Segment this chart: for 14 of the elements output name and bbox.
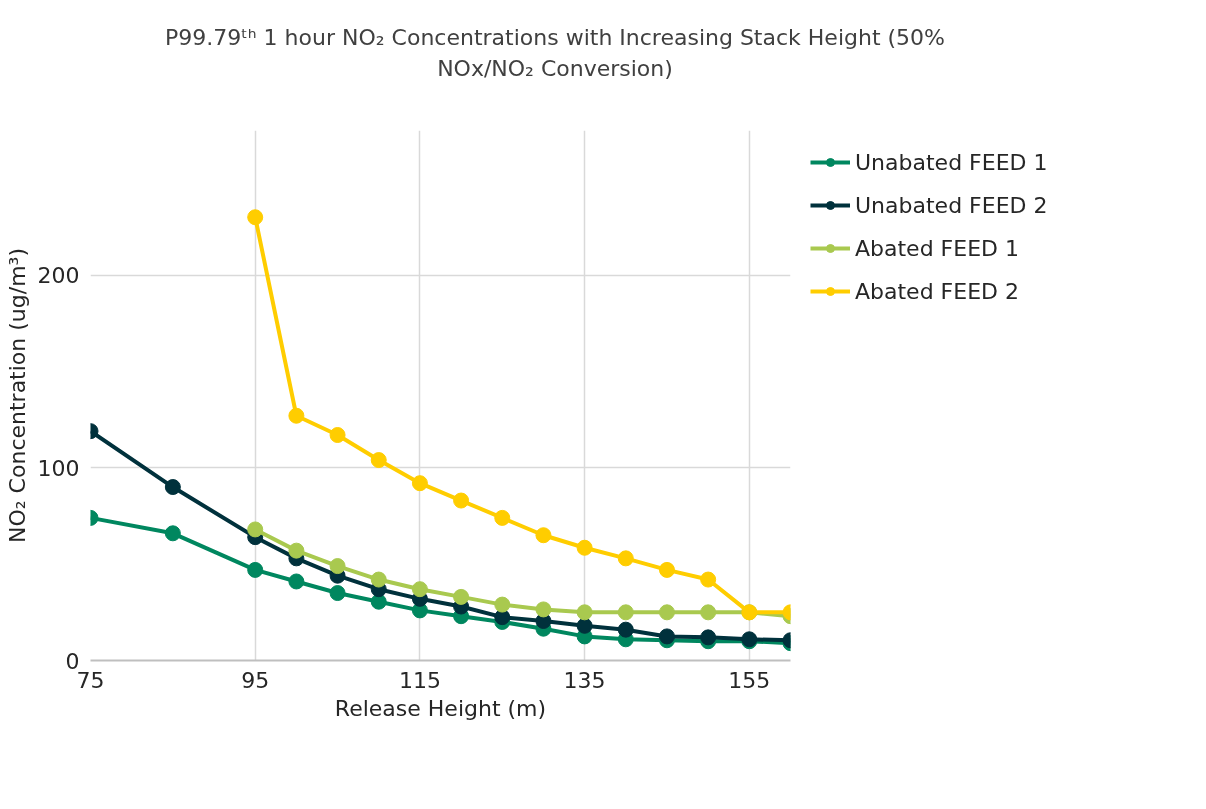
x-tick-label: 115 (398, 667, 441, 693)
legend-label: Abated FEED 1 (855, 235, 1020, 261)
x-tick-label: 135 (563, 667, 606, 693)
x-axis-title: Release Height (m) (334, 695, 547, 721)
legend-label: Unabated FEED 2 (855, 192, 1048, 218)
y-tick-label: 200 (37, 262, 80, 288)
legend-label: Abated FEED 2 (855, 278, 1020, 304)
x-tick-label: 155 (728, 667, 771, 693)
x-tick-label: 75 (76, 667, 105, 693)
x-tick-label: 95 (241, 667, 270, 693)
y-tick-label: 100 (37, 455, 80, 481)
y-axis-title: NO₂ Concentration (ug/m³) (4, 247, 30, 543)
legend-label: Unabated FEED 1 (855, 149, 1048, 175)
chart-title: P99.79ᵗʰ 1 hour NO₂ Concentrations with Increasing Stack Height (50% NOx/NO₂ Conversion) (164, 24, 946, 83)
